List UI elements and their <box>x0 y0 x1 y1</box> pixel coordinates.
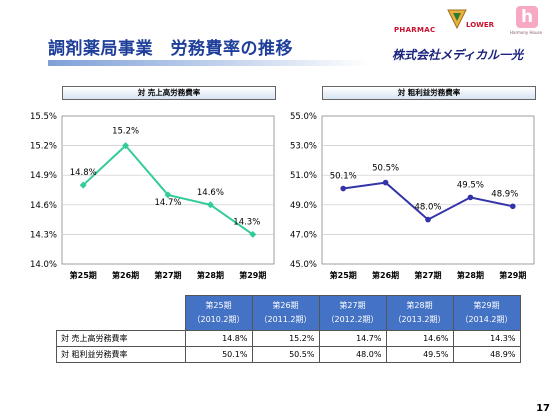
data-point <box>206 201 214 209</box>
table-row: 対 粗利益労務費率 50.1% 50.5% 48.0% 49.5% 48.9% <box>56 346 521 363</box>
table-cell: 15.2% <box>251 330 320 347</box>
table-header-cell: 第25期 （2010.2期） <box>184 295 253 331</box>
data-label: 15.2% <box>112 127 139 137</box>
harmony-house-logo-text: Harmony House <box>510 30 543 35</box>
brand-block: PHARMAC LOWER h Harmony House 株式会社メディカル一… <box>392 4 552 74</box>
y-tick-label: 14.6% <box>30 201 57 211</box>
x-tick-label: 第29期 <box>499 270 526 280</box>
x-tick-label: 第27期 <box>414 270 441 280</box>
y-tick-label: 47.0% <box>290 230 317 240</box>
plot-area <box>61 115 275 265</box>
x-tick-label: 第29期 <box>239 270 266 280</box>
header-period: 第29期 <box>473 301 500 310</box>
table-cell: 48.0% <box>318 346 387 363</box>
x-tick-label: 第26期 <box>112 270 139 280</box>
header-period: 第27期 <box>339 301 366 310</box>
table-cell: 14.6% <box>385 330 454 347</box>
table-row: 対 売上高労務費率 14.8% 15.2% 14.7% 14.6% 14.3% <box>56 330 521 347</box>
header-date: （2014.2期） <box>460 315 513 324</box>
charts-canvas: 15.5% 15.2% 14.9% 14.6% 14.3% 14.0% 第25期 第26期 第2… <box>30 112 535 280</box>
table-corner <box>56 295 185 331</box>
table-cell: 14.8% <box>184 330 253 347</box>
header-date: （2010.2期） <box>192 315 245 324</box>
row-label: 対 売上高労務費率 <box>56 330 186 347</box>
data-point <box>425 216 431 223</box>
data-point <box>249 230 257 238</box>
data-point <box>122 142 130 150</box>
harmony-house-logo-icon: h <box>516 6 538 28</box>
table-header-cell: 第26期 （2011.2期） <box>251 295 320 331</box>
x-tick-label: 第28期 <box>457 270 484 280</box>
header-period: 第26期 <box>272 301 299 310</box>
table-cell: 50.5% <box>251 346 320 363</box>
y-tick-label: 15.5% <box>30 112 57 122</box>
table-cell: 49.5% <box>385 346 454 363</box>
header-period: 第28期 <box>406 301 433 310</box>
table-header-cell: 第29期 （2014.2期） <box>452 295 521 331</box>
lower-logo-text: LOWER <box>466 21 495 29</box>
y-tick-label: 14.9% <box>30 171 57 181</box>
page-title: 調剤薬局事業 労務費率の推移 <box>48 39 293 59</box>
header-date: （2012.2期） <box>326 315 379 324</box>
x-tick-label: 第25期 <box>330 270 357 280</box>
y-tick-label: 14.0% <box>30 260 57 270</box>
data-point <box>382 179 389 186</box>
pharmac-logo-text: PHARMAC <box>394 26 436 34</box>
data-point <box>79 181 87 189</box>
y-tick-label: 49.0% <box>290 201 317 211</box>
data-point <box>467 194 474 201</box>
y-tick-label: 51.0% <box>290 171 317 181</box>
data-point <box>510 203 516 210</box>
right-chart-title: 対 粗利益労務費率 <box>322 86 536 100</box>
table-header-cell: 第28期 （2013.2期） <box>385 295 454 331</box>
data-label: 50.5% <box>372 164 399 174</box>
company-name: 株式会社メディカル一光 <box>392 48 524 62</box>
table-header-cell: 第27期 （2012.2期） <box>318 295 387 331</box>
data-label: 48.9% <box>491 189 518 199</box>
table-header-row: 第25期 （2010.2期） 第26期 （2011.2期） 第27期 （2012.2期… <box>56 295 521 331</box>
data-point <box>340 185 347 192</box>
data-label: 50.1% <box>330 172 357 182</box>
x-tick-label: 第25期 <box>70 270 97 280</box>
y-tick-label: 53.0% <box>290 142 317 152</box>
header-period: 第25期 <box>205 301 232 310</box>
data-label: 14.7% <box>154 198 181 208</box>
x-tick-label: 第27期 <box>154 270 181 280</box>
table-cell: 50.1% <box>184 346 253 363</box>
data-label: 14.3% <box>233 217 260 227</box>
page-number: 17 <box>536 403 550 414</box>
y-tick-label: 15.2% <box>30 142 57 152</box>
data-label: 49.5% <box>457 180 484 190</box>
flower-logo-icon <box>447 9 467 30</box>
title-underline <box>48 60 370 66</box>
y-tick-label: 45.0% <box>290 260 317 270</box>
y-tick-label: 55.0% <box>290 112 317 122</box>
data-label: 48.0% <box>414 203 441 213</box>
header-date: （2011.2期） <box>259 315 312 324</box>
row-label: 対 粗利益労務費率 <box>56 346 186 363</box>
data-label: 14.8% <box>70 168 97 178</box>
data-table: 第25期 （2010.2期） 第26期 （2011.2期） 第27期 （2012.2期… <box>56 295 521 363</box>
table-cell: 14.7% <box>318 330 387 347</box>
table-cell: 14.3% <box>452 330 521 347</box>
x-tick-label: 第28期 <box>197 270 224 280</box>
left-chart-title: 対 売上高労務費率 <box>62 86 276 100</box>
data-label: 14.6% <box>197 188 224 198</box>
header-date: （2013.2期） <box>393 315 446 324</box>
data-point <box>164 191 172 199</box>
table-cell: 48.9% <box>452 346 521 363</box>
x-tick-label: 第26期 <box>372 270 399 280</box>
y-tick-label: 14.3% <box>30 230 57 240</box>
plot-area <box>321 115 535 265</box>
